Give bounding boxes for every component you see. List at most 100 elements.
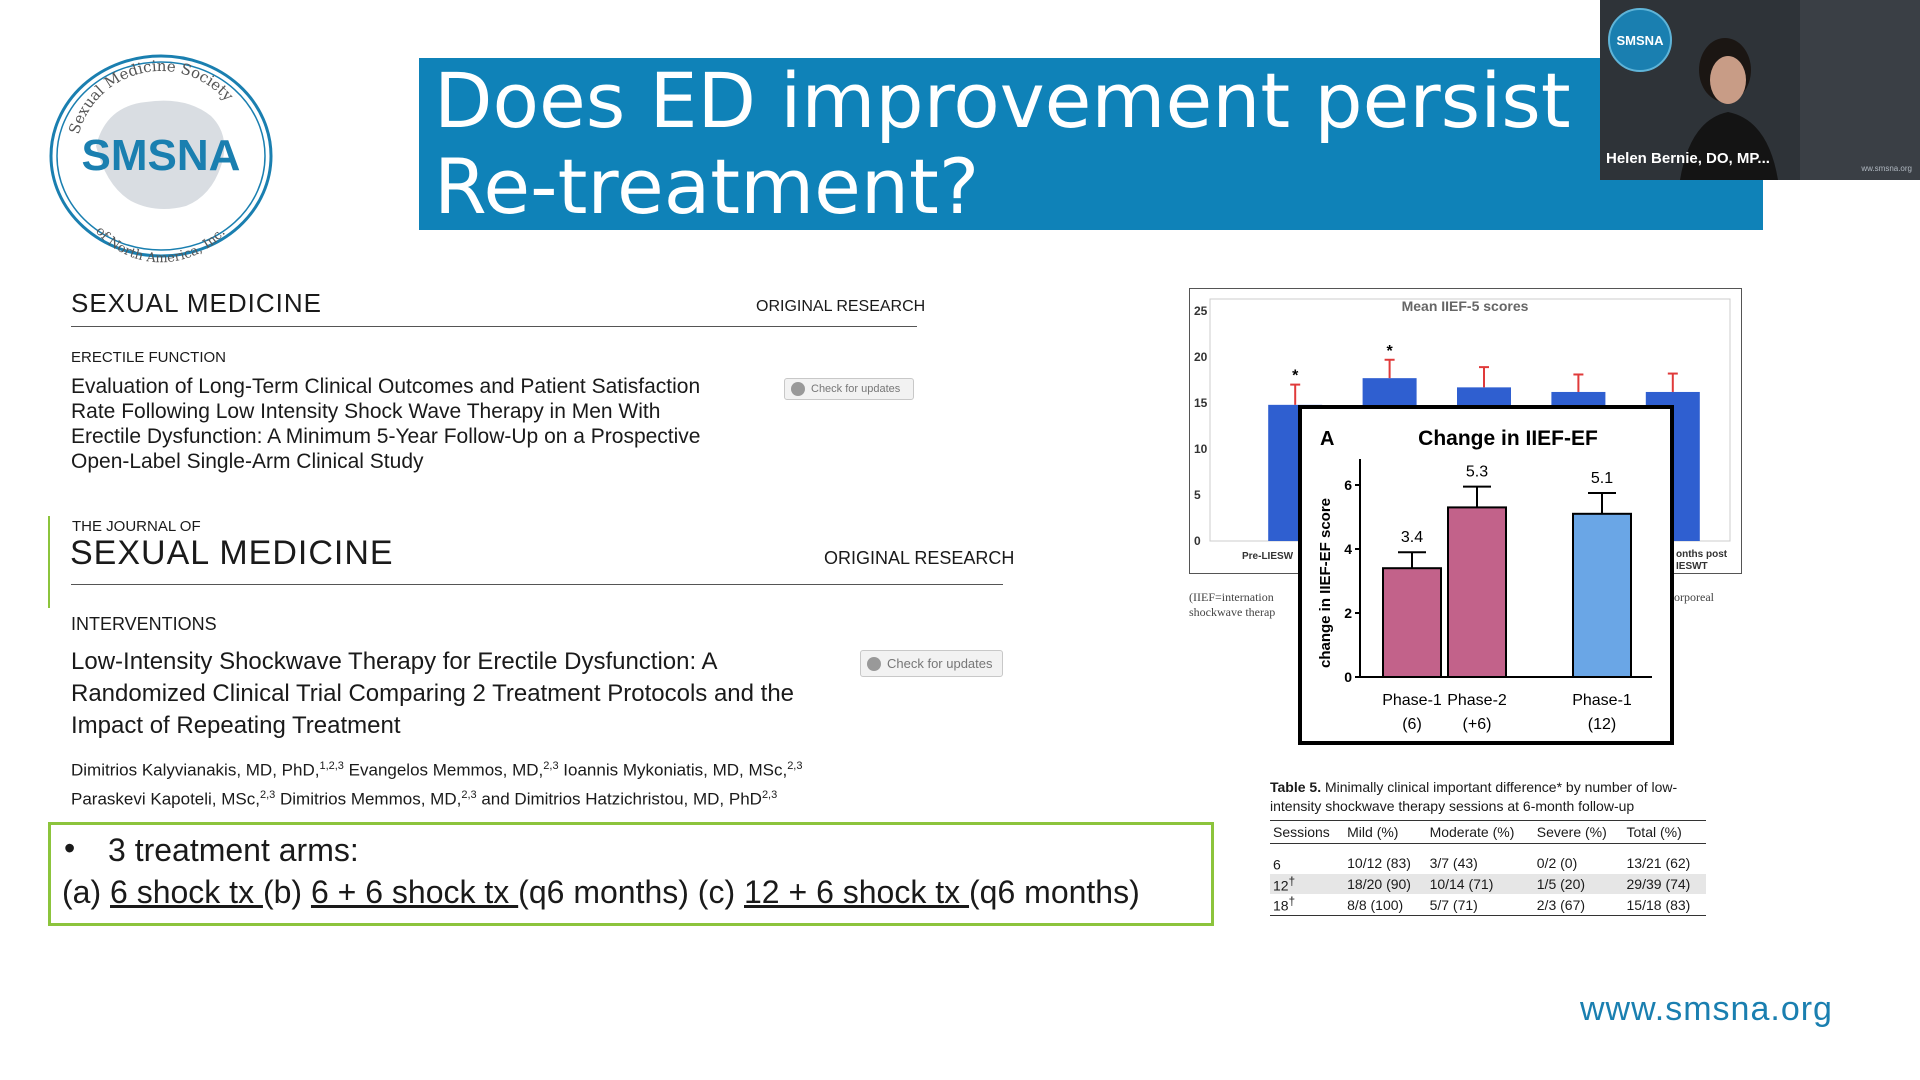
- data-label: 5.3: [1466, 464, 1488, 481]
- video-badge: SMSNA: [1608, 8, 1672, 72]
- y-tick-label: 4: [1344, 541, 1352, 557]
- footer-url[interactable]: www.smsna.org: [1580, 990, 1833, 1028]
- paper1-title-line: Rate Following Low Intensity Shock Wave …: [71, 400, 661, 423]
- data-label: 3.4: [1401, 529, 1423, 546]
- author-affiliation: 2,3: [787, 760, 803, 772]
- table-row: 18† 8/8 (100) 5/7 (71) 2/3 (67) 15/18 (8…: [1270, 894, 1706, 916]
- x-tick-label: (12): [1588, 716, 1616, 733]
- table-cell: 13/21 (62): [1626, 855, 1691, 872]
- paper1-journal: SEXUAL MEDICINE: [71, 288, 322, 318]
- column-header: Mild (%): [1344, 820, 1427, 844]
- paper2-rule: [71, 584, 1003, 585]
- column-header: Moderate (%): [1426, 820, 1534, 844]
- x-tick-label: Phase-2: [1447, 692, 1507, 709]
- paper2-journal-small: THE JOURNAL OF: [72, 518, 201, 535]
- paper2-title: Low-Intensity Shockwave Therapy for Erec…: [71, 646, 794, 742]
- arm-c: 12 + 6 shock tx: [744, 874, 970, 910]
- paper1-type: ORIGINAL RESEARCH: [756, 298, 926, 315]
- table-cell: 1/5 (20): [1533, 873, 1624, 895]
- check-updates-icon: [867, 656, 881, 671]
- y-tick-label: 6: [1344, 477, 1352, 493]
- paper1-title-line: Open-Label Single-Arm Clinical Study: [71, 450, 424, 473]
- table-cell: 10/12 (83): [1347, 855, 1411, 872]
- check-updates-label: Check for updates: [887, 656, 993, 671]
- arm-b-prefix: (b): [262, 874, 311, 910]
- bar: [1382, 567, 1442, 678]
- paper2-journal: SEXUAL MEDICINE: [70, 534, 394, 572]
- column-header: Total (%): [1623, 820, 1706, 844]
- panel-label: A: [1320, 428, 1334, 450]
- paper2-accent-bar: [48, 516, 50, 608]
- paper2-type: ORIGINAL RESEARCH: [824, 548, 1015, 568]
- mcid-table: Sessions Mild (%) Moderate (%) Severe (%…: [1270, 820, 1706, 916]
- data-label: 5.1: [1591, 470, 1613, 487]
- participant-name: Helen Bernie, DO, MP...: [1606, 150, 1770, 167]
- arm-c-suffix: (q6 months): [969, 874, 1140, 910]
- author: Dimitrios Kalyvianakis, MD, PhD,: [71, 760, 320, 780]
- table-cell: 29/39 (74): [1623, 873, 1706, 895]
- logo-center-text: SMSNA: [82, 131, 241, 180]
- table-row: 12† 18/20 (90) 10/14 (71) 1/5 (20) 29/39…: [1270, 873, 1706, 895]
- column-header: Sessions: [1270, 820, 1345, 844]
- iief-ef-chart: A Change in IIEF-EF change in IIEF-EF scor…: [1298, 405, 1674, 745]
- author: Ioannis Mykoniatis, MD, MSc,: [558, 760, 788, 780]
- table-cell: 18/20 (90): [1344, 873, 1427, 895]
- paper1-title: Evaluation of Long-Term Clinical Outcome…: [71, 374, 701, 474]
- paper2-section: INTERVENTIONS: [71, 614, 217, 634]
- bullet: •: [64, 830, 76, 866]
- y-tick-label: 15: [1194, 396, 1208, 410]
- video-tile[interactable]: SMSNA Helen Bernie, DO, MP... ww.smsna.o…: [1600, 0, 1920, 180]
- arms-list: (a) 6 shock tx (b) 6 + 6 shock tx (q6 mo…: [62, 874, 1140, 911]
- y-tick-label: 0: [1194, 534, 1201, 548]
- y-tick-label: 25: [1194, 304, 1208, 318]
- y-tick-label: 0: [1344, 669, 1352, 685]
- paper2-title-line: Low-Intensity Shockwave Therapy for Erec…: [71, 648, 718, 675]
- logo-bottom-text: of North America, Inc.: [92, 224, 228, 266]
- table-caption-text: Minimally clinical important difference*…: [1321, 779, 1678, 795]
- y-tick-label: 2: [1344, 605, 1352, 621]
- table-cell: 18†: [1270, 894, 1345, 916]
- table-caption-text: intensity shockwave therapy sessions at …: [1270, 798, 1635, 814]
- slide-title: Does ED improvement persist Re-treatment…: [434, 56, 1571, 231]
- paper1-check-updates-button[interactable]: Check for updates: [784, 378, 914, 400]
- y-tick-label: 20: [1194, 350, 1208, 364]
- table-cell: 15/18 (83): [1623, 894, 1706, 916]
- x-tick-label: (6): [1402, 716, 1422, 733]
- author: Paraskevi Kapoteli, MSc,: [71, 789, 260, 809]
- x-tick-label: onths post: [1676, 549, 1728, 560]
- video-watermark-url: ww.smsna.org: [1861, 164, 1912, 173]
- paper1-section: ERECTILE FUNCTION: [71, 349, 227, 366]
- author: and Dimitrios Hatzichristou, MD, PhD: [476, 789, 762, 809]
- arms-heading: 3 treatment arms:: [108, 832, 359, 868]
- bar: [1572, 512, 1632, 678]
- arm-a-prefix: (a): [62, 874, 110, 910]
- table-cell: 0/2 (0): [1536, 855, 1578, 872]
- arm-c-prefix: (c): [697, 874, 744, 910]
- chart-title: Mean IIEF-5 scores: [1402, 298, 1529, 314]
- table-header-row: Sessions Mild (%) Moderate (%) Severe (%…: [1270, 820, 1706, 844]
- y-tick-label: 5: [1194, 488, 1201, 502]
- author: Evangelos Memmos, MD,: [343, 760, 544, 780]
- chart-title: Change in IIEF-EF: [1418, 427, 1598, 450]
- paper1-title-line: Evaluation of Long-Term Clinical Outcome…: [71, 375, 701, 398]
- paper2-check-updates-button[interactable]: Check for updates: [860, 650, 1003, 677]
- author-affiliation: 2,3: [761, 788, 778, 801]
- author-affiliation: 2,3: [259, 788, 276, 801]
- table-cell: 3/7 (43): [1429, 855, 1478, 872]
- iief5-caption-left: (IIEF=internation shockwave therap: [1189, 590, 1275, 620]
- table-cell: 6: [1273, 856, 1281, 873]
- x-tick-label: Phase-1: [1382, 692, 1442, 709]
- paper1-rule: [71, 326, 917, 327]
- significance-marker: *: [1386, 343, 1393, 360]
- table-cell: 10/14 (71): [1426, 873, 1534, 895]
- x-tick-label: (+6): [1463, 716, 1492, 733]
- arm-b-suffix: (q6 months): [518, 874, 698, 910]
- paper2-authors: Dimitrios Kalyvianakis, MD, PhD,1,2,3 Ev…: [71, 754, 802, 811]
- iief-ef-chart-svg: A Change in IIEF-EF change in IIEF-EF scor…: [1317, 427, 1652, 733]
- table-row: 6 10/12 (83) 3/7 (43) 0/2 (0) 13/21 (62): [1270, 844, 1706, 874]
- paper1-title-line: Erectile Dysfunction: A Minimum 5-Year F…: [71, 425, 701, 448]
- bar: [1447, 506, 1507, 679]
- arm-a: 6 shock tx: [110, 874, 263, 910]
- table-5: Table 5. Minimally clinical important di…: [1270, 778, 1706, 916]
- author-affiliation: 1,2,3: [319, 760, 344, 772]
